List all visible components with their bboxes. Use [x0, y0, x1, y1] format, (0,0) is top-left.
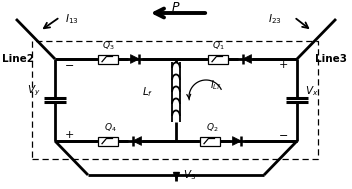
Polygon shape	[131, 55, 139, 63]
Text: $Q_4$: $Q_4$	[103, 122, 117, 134]
Polygon shape	[243, 55, 251, 63]
Text: $I_{13}$: $I_{13}$	[65, 12, 79, 26]
Text: $Q_3$: $Q_3$	[102, 40, 114, 52]
Text: $Q_1$: $Q_1$	[212, 40, 224, 52]
Text: $Q_2$: $Q_2$	[206, 122, 218, 134]
Text: $I_{Lf}$: $I_{Lf}$	[210, 78, 222, 92]
Text: $V_3$: $V_3$	[183, 168, 196, 182]
Text: $V_x$: $V_x$	[305, 84, 319, 98]
Text: Line3: Line3	[315, 54, 347, 64]
Text: $-$: $-$	[64, 59, 74, 69]
Polygon shape	[133, 137, 142, 145]
Text: $+$: $+$	[278, 59, 288, 70]
Bar	[32, 41, 318, 159]
Bar	[200, 136, 220, 146]
Bar	[98, 136, 118, 146]
Bar	[208, 54, 228, 64]
Polygon shape	[233, 137, 241, 145]
Bar	[98, 54, 118, 64]
Text: $+$: $+$	[64, 129, 74, 139]
Text: $V_y$: $V_y$	[27, 84, 41, 98]
Text: $L_f$: $L_f$	[142, 85, 153, 99]
Text: $-$: $-$	[278, 129, 288, 139]
Text: $P$: $P$	[171, 1, 181, 14]
Text: Line2: Line2	[2, 54, 34, 64]
Text: $I_{23}$: $I_{23}$	[268, 12, 282, 26]
